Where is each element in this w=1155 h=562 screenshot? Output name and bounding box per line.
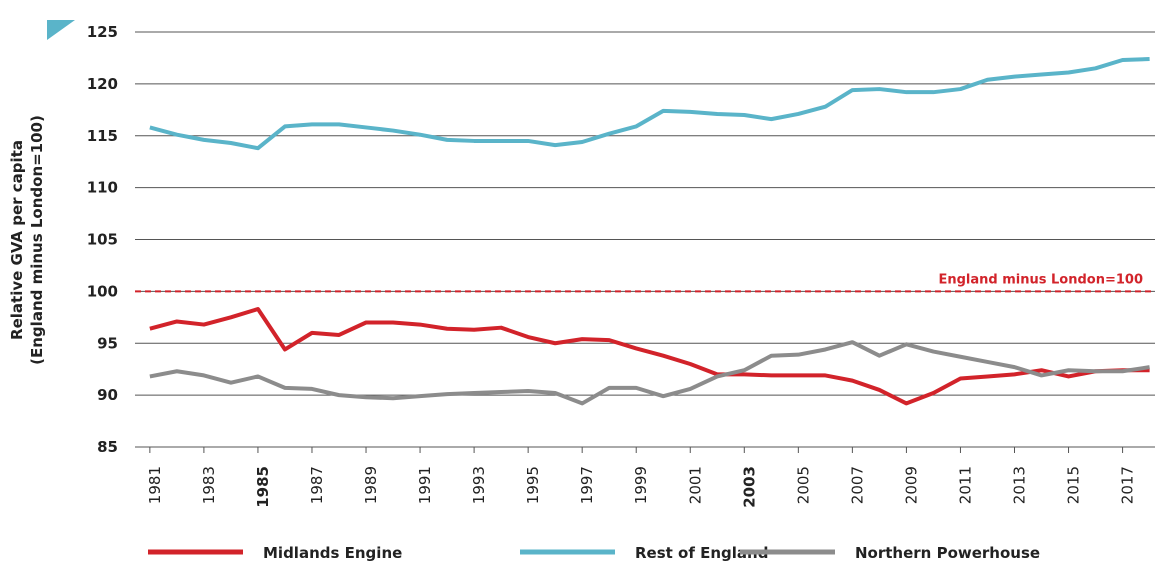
x-tick-label: 2001 (686, 466, 704, 504)
y-axis-label: Relative GVA per capita (8, 140, 26, 340)
x-tick-label: 2009 (902, 466, 920, 504)
x-tick-label: 1985 (254, 466, 272, 508)
x-tick-label: 2003 (740, 466, 758, 508)
x-tick-label: 1981 (146, 466, 164, 504)
y-axis-label: (England minus London=100) (28, 115, 46, 365)
legend-label: Rest of England (635, 544, 768, 562)
corner-decoration (47, 20, 75, 40)
series-line (149, 340, 1150, 406)
x-tick-label: 2011 (956, 466, 974, 504)
y-tick-label: 125 (87, 23, 118, 41)
x-tick-label: 2007 (848, 466, 866, 504)
y-tick-label: 115 (87, 127, 118, 145)
reference-label: England minus London=100 (938, 272, 1143, 287)
x-tick-label: 1983 (200, 466, 218, 504)
y-tick-label: 120 (87, 75, 118, 93)
x-tick-label: 1987 (308, 466, 326, 504)
x-tick-label: 2015 (1065, 466, 1083, 504)
y-tick-label: 95 (97, 334, 118, 352)
y-tick-label: 105 (87, 231, 118, 249)
x-tick-label: 1999 (632, 466, 650, 504)
y-tick-label: 90 (97, 386, 118, 404)
legend-label: Midlands Engine (263, 544, 402, 562)
y-tick-label: 110 (87, 179, 118, 197)
x-tick-label: 2017 (1119, 466, 1137, 504)
legend-label: Northern Powerhouse (855, 544, 1040, 562)
series-line (149, 56, 1150, 151)
x-tick-label: 1989 (362, 466, 380, 504)
x-tick-label: 1997 (578, 466, 596, 504)
x-tick-label: 2005 (794, 466, 812, 504)
x-tick-label: 1993 (470, 466, 488, 504)
x-tick-label: 1995 (524, 466, 542, 504)
series-line (149, 307, 1150, 406)
y-tick-label: 85 (97, 438, 118, 456)
x-tick-label: 1991 (416, 466, 434, 504)
x-tick-label: 2013 (1010, 466, 1028, 504)
y-tick-label: 100 (87, 282, 118, 300)
